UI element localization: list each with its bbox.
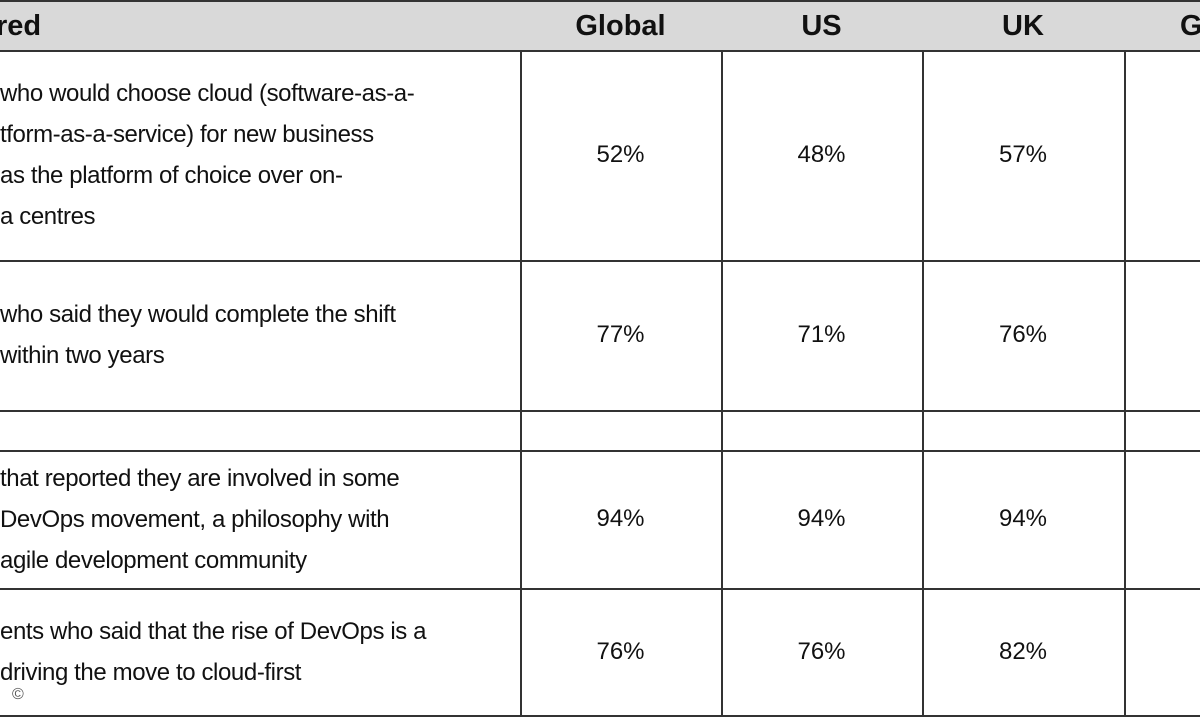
value-cell: 57% <box>922 50 1126 262</box>
blank-cell <box>922 410 1126 452</box>
value-cell: 94% <box>922 450 1126 590</box>
header-cell: UK <box>922 0 1126 52</box>
label-line: tform-as-a-service) for new business <box>0 121 374 148</box>
header-cell: Global <box>520 0 723 52</box>
header-cell: G <box>1124 0 1200 52</box>
value-cell: 76% <box>520 588 723 717</box>
row-label: who said they would complete the shift wi… <box>0 260 522 412</box>
row-label: ents who said that the rise of DevOps is… <box>0 588 522 717</box>
copyright-mark: © <box>12 686 24 703</box>
blank-cell <box>520 410 723 452</box>
cropped-cell <box>1124 260 1200 412</box>
header-cell: red <box>0 0 522 52</box>
label-line: agile development community <box>0 546 307 574</box>
label-line: who would choose cloud (software-as-a- <box>0 80 415 107</box>
cropped-cell <box>1124 450 1200 590</box>
label-line: who said they would complete the shift <box>0 301 396 328</box>
blank-cell <box>0 410 522 452</box>
header-cell: US <box>721 0 924 52</box>
label-line: DevOps movement, a philosophy with <box>0 505 390 533</box>
cropped-cell <box>1124 50 1200 262</box>
label-line: driving the move to cloud-first <box>0 658 302 686</box>
label-line: within two years <box>0 342 165 369</box>
label-line: that reported they are involved in some <box>0 464 400 492</box>
value-cell: 48% <box>721 50 924 262</box>
label-line: as the platform of choice over on- <box>0 162 343 189</box>
row-label: who would choose cloud (software-as-a-tf… <box>0 50 522 262</box>
value-cell: 94% <box>721 450 924 590</box>
value-cell: 52% <box>520 50 723 262</box>
value-cell: 77% <box>520 260 723 412</box>
value-cell: 82% <box>922 588 1126 717</box>
cropped-cell <box>1124 588 1200 717</box>
value-cell: 71% <box>721 260 924 412</box>
label-line: ents who said that the rise of DevOps is… <box>0 617 427 645</box>
value-cell: 94% <box>520 450 723 590</box>
blank-cell <box>1124 410 1200 452</box>
value-cell: 76% <box>721 588 924 717</box>
label-line: a centres <box>0 203 96 230</box>
row-label: that reported they are involved in some D… <box>0 450 522 590</box>
value-cell: 76% <box>922 260 1126 412</box>
blank-cell <box>721 410 924 452</box>
